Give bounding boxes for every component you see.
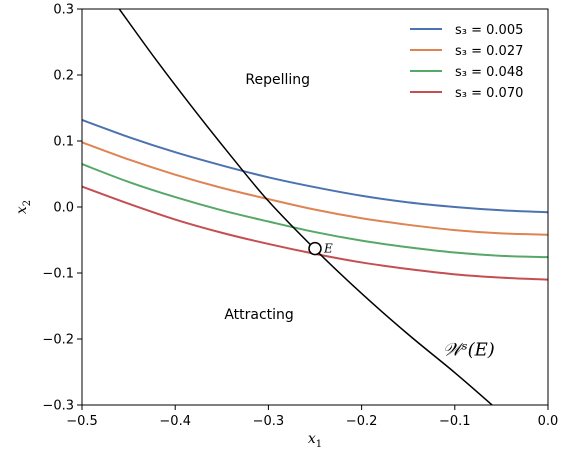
stable-manifold-curve: [118, 9, 493, 405]
y-tick-label: −0.1: [42, 267, 74, 282]
manifold-layer: [118, 9, 493, 405]
y-axis-ticks: −0.3 −0.2 −0.1 0.0 0.1 0.2 0.3: [42, 3, 82, 414]
series-line-1: [82, 118, 548, 214]
x-axis-label: x1: [308, 431, 322, 450]
x-tick-label: −0.5: [66, 414, 98, 429]
repelling-region-label: Repelling: [245, 72, 310, 88]
legend: s₃ = 0.005 s₃ = 0.027 s₃ = 0.048 s₃ = 0.070: [410, 23, 523, 101]
legend-entry: s₃ = 0.005: [455, 23, 523, 38]
x-tick-label: 0.0: [538, 414, 559, 429]
y-tick-label: −0.2: [42, 333, 74, 348]
equilibrium-point-label: E: [323, 242, 333, 256]
y-tick-label: 0.1: [53, 135, 74, 150]
y-tick-label: 0.2: [53, 69, 74, 84]
x-tick-label: −0.2: [346, 414, 378, 429]
equilibrium-point-e: [308, 241, 322, 256]
x-tick-label: −0.4: [159, 414, 191, 429]
attracting-region-label: Attracting: [224, 307, 293, 323]
x-axis-ticks: −0.5 −0.4 −0.3 −0.2 −0.1 0.0: [66, 405, 558, 429]
y-axis-label: x2: [14, 200, 33, 214]
legend-entry: s₃ = 0.048: [455, 65, 523, 80]
x-tick-label: −0.1: [439, 414, 471, 429]
series-layer: [82, 118, 548, 281]
x-tick-label: −0.3: [253, 414, 285, 429]
legend-entry: s₃ = 0.070: [455, 86, 523, 101]
legend-entry: s₃ = 0.027: [455, 44, 523, 59]
y-tick-label: −0.3: [42, 399, 74, 414]
series-line-3: [82, 163, 548, 259]
series-line-2: [82, 141, 548, 236]
stable-manifold-label: 𝒲ˢ(E): [443, 340, 495, 361]
y-tick-label: 0.0: [53, 201, 74, 216]
y-tick-label: 0.3: [53, 3, 74, 18]
